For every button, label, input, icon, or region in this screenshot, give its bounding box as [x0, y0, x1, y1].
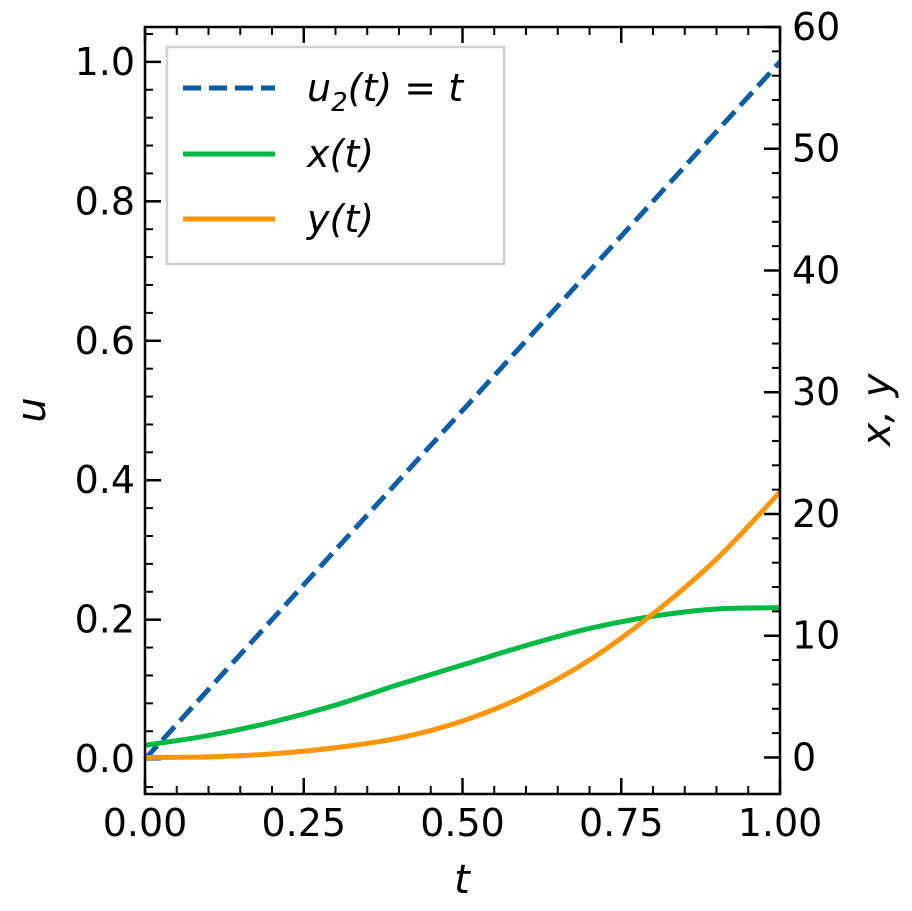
y2-tick-label: 10	[792, 614, 840, 658]
y2-tick-label: 0	[792, 735, 816, 779]
y2-tick-label: 20	[792, 492, 840, 536]
x-tick-label: 0.75	[579, 801, 664, 845]
y2-tick-label: 60	[792, 5, 840, 49]
x-tick-label: 0.00	[103, 801, 188, 845]
y-tick-label: 0.6	[75, 319, 135, 363]
x-axis-label: t	[454, 857, 471, 903]
plot-area	[143, 25, 782, 796]
legend: u2(t) = t x(t) y(t)	[165, 45, 506, 266]
legend-label-x: x(t)	[306, 132, 374, 176]
x-tick-label: 0.25	[261, 801, 346, 845]
legend-label-u2: u2(t) = t	[307, 66, 465, 118]
series-lines	[143, 60, 782, 761]
y-tick-label: 0.0	[75, 737, 135, 781]
x-tick-label: 0.50	[420, 801, 505, 845]
series-x-line	[144, 605, 781, 748]
y2-tick-label: 50	[792, 127, 840, 171]
y-tick-label: 0.4	[75, 458, 135, 502]
y2-tick-label: 40	[792, 248, 840, 292]
y-axis-label: u	[9, 397, 55, 422]
series-y-line	[144, 490, 782, 760]
x-tick-label: 1.00	[738, 801, 823, 845]
y-tick-label: 0.2	[75, 598, 135, 642]
y2-tick-label: 30	[792, 370, 840, 414]
ticks	[143, 25, 782, 794]
y-tick-label: 1.0	[75, 40, 135, 84]
series-u2-line	[143, 60, 782, 761]
y-tick-label: 0.8	[75, 179, 135, 223]
legend-label-y: y(t)	[306, 197, 374, 241]
y2-axis-label: x, y	[854, 372, 900, 448]
tick-labels: 0.00 0.25 0.50 0.75 1.000.00.20.40.60.81.001…	[75, 5, 841, 845]
plot-frame	[143, 25, 782, 796]
